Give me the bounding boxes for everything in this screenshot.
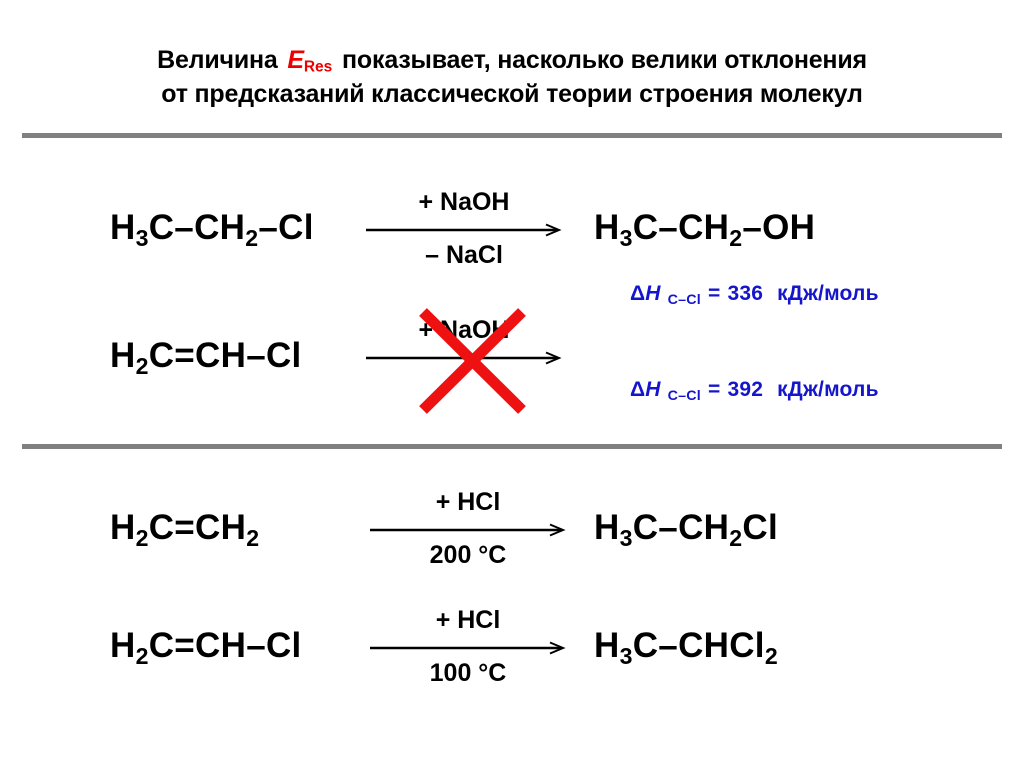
arrow-label-below-4: 100 °C <box>429 659 507 687</box>
formula-part: C–CH <box>632 208 730 247</box>
formula-part: Cl <box>742 508 778 547</box>
reaction-row-1: H3C–CH2–Cl + NaOH – NaCl H3C–CH2–OH <box>0 190 1024 300</box>
title-line-2: от предсказаний классической теории стро… <box>161 79 863 108</box>
formula-subscript: 2 <box>245 224 259 251</box>
formula-subscript: 2 <box>246 524 260 551</box>
formula-subscript: 2 <box>729 224 743 251</box>
delta-symbol: Δ <box>630 378 646 401</box>
formula-part: H <box>594 626 620 665</box>
enthalpy-subscript: C–Cl <box>667 387 701 404</box>
formula-subscript: 3 <box>135 224 149 251</box>
product-formula-1: H3C–CH2–OH <box>594 210 815 250</box>
reaction-arrow-block-3: + HCl 200 °C <box>368 490 568 570</box>
enthalpy-note-2: ΔH C–Cl = 392 кДж/моль <box>630 378 879 404</box>
arrow-1 <box>364 223 564 237</box>
reactant-formula-1: H3C–CH2–Cl <box>110 210 314 250</box>
reactant-formula-3: H2C=CH2 <box>110 510 259 550</box>
formula-part: –OH <box>742 208 816 247</box>
reaction-arrow-block-2: + NaOH <box>364 318 564 365</box>
enthalpy-unit: кДж/моль <box>777 282 879 305</box>
arrow-3 <box>368 523 568 537</box>
reaction-row-2: H2C=CH–Cl + NaOH <box>0 308 1024 428</box>
arrow-label-below-3: 200 °C <box>429 541 507 569</box>
reaction-arrow-block-4: + HCl 100 °C <box>368 608 568 688</box>
arrow-2 <box>364 351 564 365</box>
formula-part: H <box>110 626 136 665</box>
arrow-label-above-3: + HCl <box>435 488 501 516</box>
equals-sign: = <box>707 282 721 305</box>
arrow-label-below-1: – NaCl <box>425 241 503 269</box>
enthalpy-unit: кДж/моль <box>777 378 879 401</box>
formula-part: H <box>110 508 136 547</box>
eres-subscript: Res <box>303 58 333 76</box>
formula-subscript: 2 <box>135 352 149 379</box>
formula-part: C–CHCl <box>632 626 765 665</box>
formula-part: C=CH–Cl <box>148 336 302 375</box>
formula-part: H <box>110 208 136 247</box>
enthalpy-note-1: ΔH C–Cl = 336 кДж/моль <box>630 282 879 308</box>
formula-part: H <box>594 508 620 547</box>
title-text-before: Величина <box>157 46 278 74</box>
enthalpy-letter: H <box>645 378 661 401</box>
enthalpy-value: 392 <box>727 378 764 401</box>
equals-sign: = <box>707 378 721 401</box>
formula-part: C=CH–Cl <box>148 626 302 665</box>
eres-symbol: ERes <box>284 46 335 76</box>
product-formula-4: H3C–CHCl2 <box>594 628 778 668</box>
formula-subscript: 2 <box>135 524 149 551</box>
enthalpy-value: 336 <box>727 282 764 305</box>
page-title: Величина ERes показывает, насколько вели… <box>60 44 964 111</box>
enthalpy-letter: H <box>645 282 661 305</box>
product-formula-3: H3C–CH2Cl <box>594 510 778 550</box>
title-text-after: показывает, насколько велики отклонения <box>342 46 867 74</box>
arrow-label-above-4: + HCl <box>435 606 501 634</box>
formula-part: C–CH <box>148 208 246 247</box>
eres-letter: E <box>287 46 304 74</box>
divider-top <box>22 133 1002 138</box>
reaction-arrow-block-1: + NaOH – NaCl <box>364 190 564 270</box>
reactant-formula-4: H2C=CH–Cl <box>110 628 302 668</box>
reaction-row-4: H2C=CH–Cl + HCl 100 °C H3C–CHCl2 <box>0 608 1024 718</box>
arrow-label-above-2: + NaOH <box>418 316 510 344</box>
formula-subscript: 2 <box>135 642 149 669</box>
formula-part: C–CH <box>632 508 730 547</box>
title-line-1: Величина ERes показывает, насколько вели… <box>60 44 964 78</box>
delta-symbol: Δ <box>630 282 646 305</box>
formula-subscript: 2 <box>764 642 778 669</box>
formula-part: C=CH <box>148 508 247 547</box>
formula-part: H <box>110 336 136 375</box>
arrow-4 <box>368 641 568 655</box>
formula-part: –Cl <box>258 208 314 247</box>
reaction-row-3: H2C=CH2 + HCl 200 °C H3C–CH2Cl <box>0 490 1024 600</box>
formula-subscript: 3 <box>619 642 633 669</box>
formula-subscript: 3 <box>619 224 633 251</box>
arrow-label-above-1: + NaOH <box>418 188 510 216</box>
formula-subscript: 2 <box>729 524 743 551</box>
divider-middle <box>22 444 1002 449</box>
formula-part: H <box>594 208 620 247</box>
formula-subscript: 3 <box>619 524 633 551</box>
reactant-formula-2: H2C=CH–Cl <box>110 338 302 378</box>
enthalpy-subscript: C–Cl <box>667 291 701 308</box>
